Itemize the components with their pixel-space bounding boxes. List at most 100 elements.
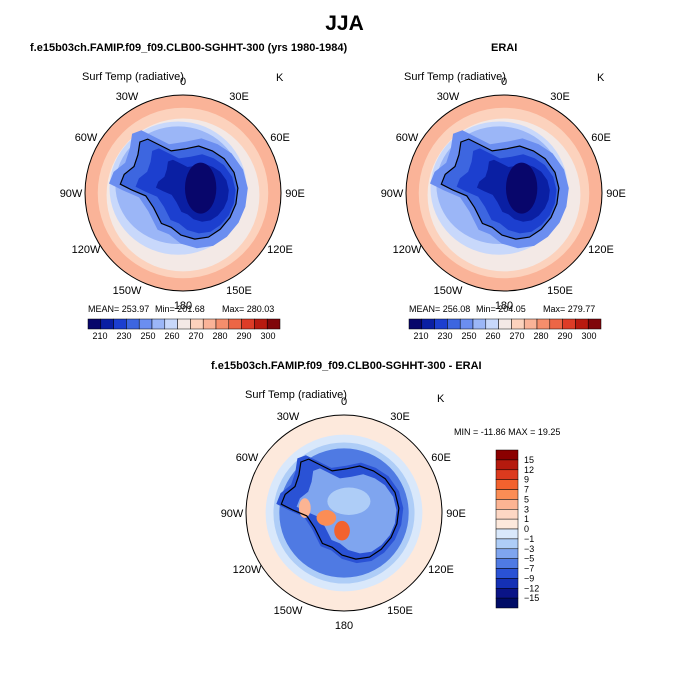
panel-2-colorbar-box-2 bbox=[434, 318, 448, 330]
panel-1-antarctic-coastline bbox=[119, 138, 239, 240]
panel-1-colorbar-tick-260: 260 bbox=[164, 331, 179, 341]
panel-3-colorbar-box-13 bbox=[495, 578, 519, 589]
panel-2-colorbar-box-10 bbox=[536, 318, 551, 330]
panel-3-colorbar-tick-1: 12 bbox=[524, 465, 534, 475]
panel-3-colorbar-box-10 bbox=[495, 548, 519, 559]
panel-2-units-label: K bbox=[597, 72, 605, 84]
panel-2-lon-label-30w: 30W bbox=[437, 91, 460, 103]
panel-3-lon-label-30e: 30E bbox=[390, 411, 410, 423]
panel-2-colorbar-box-8 bbox=[511, 318, 525, 330]
panel-3-colorbar-tick-14: −15 bbox=[524, 593, 539, 603]
panel-1-group: 0 30E 60E 90E 120E 150E 180 150W 120W 90W 60W 30W 21… bbox=[60, 76, 305, 341]
panel-2-colorbar-box-3 bbox=[447, 318, 461, 330]
panel-2-max-stat: Max= 279.77 bbox=[543, 304, 596, 314]
panel-3-colorbar-tick-4: 5 bbox=[524, 494, 529, 504]
panel-3-colorbar-box-6 bbox=[495, 509, 519, 520]
panel-2-lon-label-0: 0 bbox=[501, 76, 507, 88]
panel-3-colorbar-tick-0: 15 bbox=[524, 455, 534, 465]
panel-2-lon-label-60e: 60E bbox=[591, 132, 611, 144]
panel-3-lon-label-150w: 150W bbox=[274, 605, 303, 617]
panel-1-lon-label-180: 180 bbox=[174, 300, 192, 312]
panel-1-colorbar-box-7 bbox=[177, 318, 191, 330]
panel-1-colorbar-box-2 bbox=[113, 318, 127, 330]
panel-1-colorbar-box-3 bbox=[126, 318, 140, 330]
panel-3-lon-label-60w: 60W bbox=[236, 452, 259, 464]
panel-3-colorbar-box-15 bbox=[495, 597, 519, 609]
panel-2-colorbar-tick-210: 210 bbox=[413, 331, 428, 341]
panel-3-colorbar-box-5 bbox=[495, 499, 519, 510]
panel-1-colorbar-box-13 bbox=[254, 318, 268, 330]
panel-2-lon-label-120w: 120W bbox=[393, 244, 422, 256]
panel-3-positive-anomaly-2 bbox=[334, 520, 350, 541]
panel-1-colorbar-box-9 bbox=[202, 318, 217, 330]
panel-2-map-border bbox=[405, 94, 603, 292]
panel-1-map-border bbox=[84, 94, 282, 292]
panel-3-lon-label-120e: 120E bbox=[428, 564, 454, 576]
panel-1-colorbar-tick-290: 290 bbox=[236, 331, 251, 341]
panel-2-colorbar-box-12 bbox=[562, 318, 576, 330]
panel-1-lon-label-150e: 150E bbox=[226, 285, 252, 297]
panel-2-lon-label-150e: 150E bbox=[547, 285, 573, 297]
panel-3-colorbar-box-9 bbox=[495, 538, 519, 550]
panel-2-colorbar-tick-280: 280 bbox=[533, 331, 548, 341]
panel-1-colorbar-tick-250: 250 bbox=[140, 331, 155, 341]
panel-2-lon-label-120e: 120E bbox=[588, 244, 614, 256]
panel-1-colorbar-box-0 bbox=[87, 318, 102, 330]
panel-2-lon-label-180: 180 bbox=[495, 300, 513, 312]
panel-3-lon-label-90e: 90E bbox=[446, 508, 466, 520]
panel-3-group: 030E60E90E120E150E180150W120W90W60W30W15… bbox=[221, 396, 540, 632]
panel-2-colorbar-box-13 bbox=[575, 318, 589, 330]
panel-2-colorbar-tick-290: 290 bbox=[557, 331, 572, 341]
panel-1-max-stat: Max= 280.03 bbox=[222, 304, 275, 314]
panel-3-lon-label-180: 180 bbox=[335, 620, 353, 632]
panel-1-colorbar-box-1 bbox=[100, 318, 114, 330]
panel-1-colorbar-box-10 bbox=[215, 318, 230, 330]
panel-3-warm-interior-patch bbox=[327, 487, 371, 515]
panel-3-title: f.e15b03ch.FAMIP.f09_f09.CLB00-SGHHT-300… bbox=[211, 360, 482, 372]
panel-2-colorbar-box-4 bbox=[459, 318, 474, 330]
panel-2-title: ERAI bbox=[491, 42, 518, 54]
panel-3-colorbar-tick-7: 0 bbox=[524, 524, 529, 534]
panel-1-mean-stat: MEAN= 253.97 bbox=[88, 304, 150, 314]
panel-2-antarctic-coastline bbox=[440, 138, 560, 240]
panel-2-lon-label-90e: 90E bbox=[606, 188, 626, 200]
panel-1-lon-label-150w: 150W bbox=[113, 285, 142, 297]
panel-1-colorbar-box-14 bbox=[266, 318, 281, 330]
panel-2-colorbar-box-11 bbox=[549, 318, 563, 330]
panel-2-colorbar-box-1 bbox=[421, 318, 435, 330]
panel-3-colorbar-box-0 bbox=[495, 449, 519, 461]
panel-3-lon-label-90w: 90W bbox=[221, 508, 244, 520]
panel-3-colorbar-tick-3: 7 bbox=[524, 485, 529, 495]
panel-3-colorbar-tick-12: −9 bbox=[524, 573, 534, 583]
panel-1-lon-label-90w: 90W bbox=[60, 188, 83, 200]
panel-3-colorbar-tick-10: −5 bbox=[524, 554, 534, 564]
panel-1-colorbar-tick-270: 270 bbox=[188, 331, 203, 341]
panel-2-colorbar-tick-250: 250 bbox=[461, 331, 476, 341]
panel-2-colorbar-tick-230: 230 bbox=[437, 331, 452, 341]
panel-3-lon-label-60e: 60E bbox=[431, 452, 451, 464]
panel-1-lon-label-120e: 120E bbox=[267, 244, 293, 256]
panel-1-colorbar-tick-210: 210 bbox=[92, 331, 107, 341]
panel-2-colorbar-box-0 bbox=[408, 318, 423, 330]
panel-1-lon-label-60e: 60E bbox=[270, 132, 290, 144]
panel-1-colorbar-box-11 bbox=[228, 318, 242, 330]
panel-1-colorbar-tick-280: 280 bbox=[212, 331, 227, 341]
panel-2-group: 0 30E 60E 90E 120E 150E 180 150W 120W 90W 60W 30W 21… bbox=[381, 76, 626, 341]
panel-1-lon-label-0: 0 bbox=[180, 76, 186, 88]
panel-1-min-stat: Min= 201.68 bbox=[155, 304, 205, 314]
main-title: JJA bbox=[325, 12, 364, 35]
panel-1-lon-label-60w: 60W bbox=[75, 132, 98, 144]
panel-1-lon-label-30w: 30W bbox=[116, 91, 139, 103]
panel-3-colorbar-tick-5: 3 bbox=[524, 504, 529, 514]
panel-1-colorbar-box-12 bbox=[241, 318, 255, 330]
panel-2-lon-label-30e: 30E bbox=[550, 91, 570, 103]
panel-2-colorbar-tick-260: 260 bbox=[485, 331, 500, 341]
panel-1-colorbar-tick-230: 230 bbox=[116, 331, 131, 341]
panel-3-minmax-stat: MIN = -11.86 MAX = 19.25 bbox=[454, 427, 561, 437]
panel-3-lon-label-30w: 30W bbox=[277, 411, 300, 423]
panel-3-colorbar-box-12 bbox=[495, 568, 519, 579]
panel-2-min-stat: Min= 204.05 bbox=[476, 304, 526, 314]
panel-3-lon-label-120w: 120W bbox=[233, 564, 262, 576]
panel-2-lon-label-60w: 60W bbox=[396, 132, 419, 144]
